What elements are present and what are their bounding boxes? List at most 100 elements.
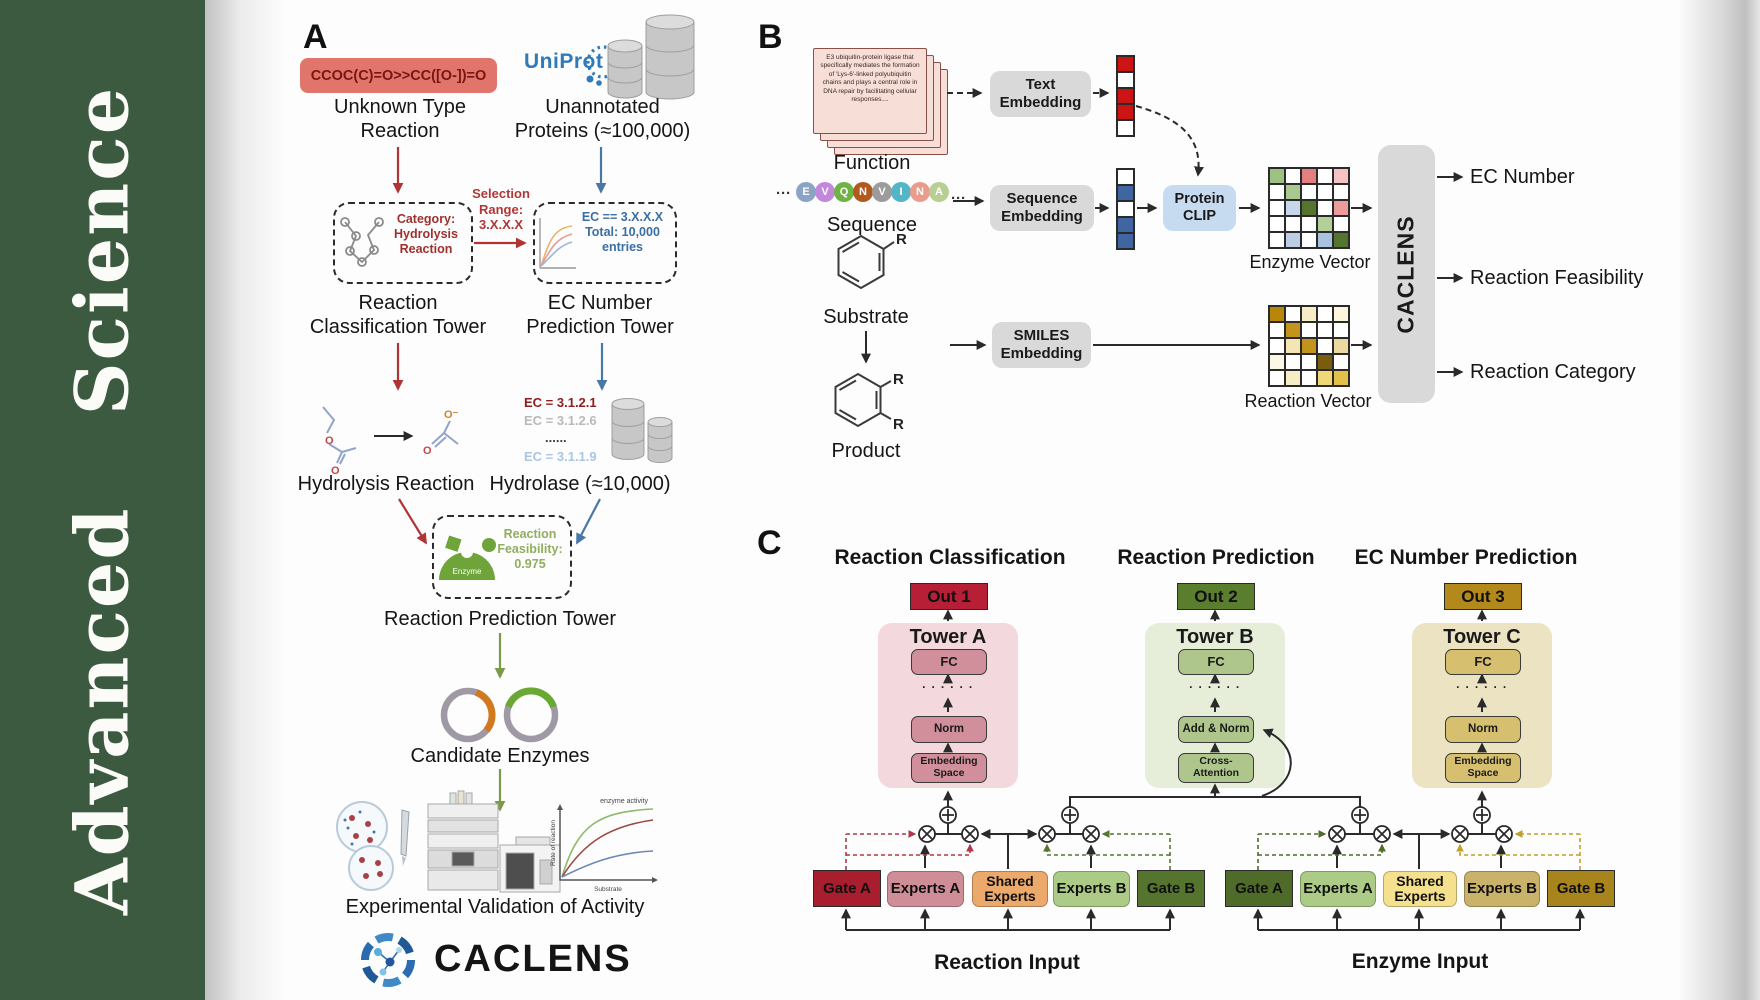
svg-text:O: O	[325, 435, 334, 447]
tower-b-cross-attention-box: Cross- Attention	[1178, 753, 1254, 783]
matrix-cell	[1285, 184, 1301, 200]
prediction-tower-caption: Reaction Prediction Tower	[384, 608, 616, 630]
matrix-cell	[1285, 200, 1301, 216]
svg-text:O: O	[423, 445, 432, 457]
matrix-cell	[1117, 185, 1134, 201]
matrix-cell	[1301, 306, 1317, 322]
enzyme-blob-icon: Enzyme	[439, 535, 496, 580]
multiply-node-icon	[918, 825, 936, 843]
reaction-vector-caption: Reaction Vector	[1244, 391, 1372, 411]
matrix-cell	[1269, 232, 1285, 248]
caclens-model-bar: CACLENS	[1378, 145, 1435, 403]
graph-xlabel: Substrate	[594, 886, 622, 893]
ec-list-item: EC = 3.1.2.1	[524, 395, 597, 410]
matrix-cell	[1301, 338, 1317, 354]
multiply-node-icon	[1451, 825, 1469, 843]
tower-b-add-norm-box: Add & Norm	[1178, 716, 1254, 743]
text-embedding-box: Text Embedding	[990, 71, 1091, 117]
matrix-cell	[1317, 216, 1333, 232]
matrix-cell	[1285, 232, 1301, 248]
matrix-cell	[1117, 88, 1134, 104]
enzyme-experts-a-box: Experts A	[1300, 871, 1376, 907]
page-right-shadow	[1678, 0, 1760, 1000]
multiply-node-icon	[961, 825, 979, 843]
tower-a-title: Tower A	[909, 626, 987, 648]
sum-nodes	[939, 806, 1491, 824]
matrix-cell	[1333, 322, 1349, 338]
enzyme-experts-b-box: Experts B	[1464, 871, 1540, 907]
header-ec-number-prediction: EC Number Prediction	[1354, 546, 1578, 569]
ec-list-item: ......	[545, 430, 567, 445]
matrix-cell	[1301, 232, 1317, 248]
database-icon-mid	[611, 398, 673, 463]
matrix-cell	[1333, 168, 1349, 184]
panel-a-arrows	[392, 147, 608, 812]
matrix-cell	[1301, 184, 1317, 200]
sequence-ellipsis-left: ···	[776, 185, 791, 202]
ec-list-item: EC = 3.1.2.6	[524, 413, 597, 428]
caclens-wordmark: CACLENS	[434, 938, 632, 980]
out-3-box: Out 3	[1444, 583, 1522, 610]
reaction-input-caption: Reaction Input	[934, 951, 1080, 974]
product-caption: Product	[831, 440, 901, 462]
smiles-embedding-box: SMILES Embedding	[992, 322, 1091, 368]
sequence-embedding-box: Sequence Embedding	[990, 185, 1094, 231]
ec-result-text: EC == 3.X.X.X Total: 10,000 entries	[581, 210, 664, 254]
residue-circle: A	[929, 182, 949, 202]
reaction-shared-experts-box: Shared Experts	[972, 871, 1048, 907]
matrix-cell	[1285, 306, 1301, 322]
selection-range-label: Selection Range: 3.X.X.X	[472, 186, 530, 233]
matrix-cell	[1301, 354, 1317, 370]
header-reaction-prediction: Reaction Prediction	[1117, 546, 1315, 569]
graph-curve-label: enzyme activity	[600, 798, 648, 805]
panel-b-arrows	[861, 88, 1464, 377]
svg-text:O⁻: O⁻	[444, 409, 459, 421]
sum-node-icon	[1061, 806, 1079, 824]
multiply-node-icon	[1495, 825, 1513, 843]
matrix-cell	[1117, 72, 1134, 88]
substrate-caption: Substrate	[823, 306, 909, 328]
matrix-cell	[1333, 184, 1349, 200]
enzyme-shared-experts-box: Shared Experts	[1383, 871, 1457, 907]
sequence-feature-vector	[1116, 168, 1135, 250]
benzene-structures	[834, 234, 895, 428]
ec-list-item: EC = 3.1.1.9	[524, 449, 597, 464]
enzyme-icon-label: Enzyme	[453, 567, 482, 576]
candidate-enzymes-caption: Candidate Enzymes	[410, 745, 590, 767]
enzyme-input-caption: Enzyme Input	[1351, 950, 1489, 973]
tower-c-embedding-box: Embedding Space	[1445, 753, 1521, 783]
reaction-classification-output-box	[333, 202, 473, 284]
reaction-vector-matrix	[1268, 305, 1350, 387]
svg-text:O: O	[331, 465, 340, 477]
multiply-node-icon	[1082, 825, 1100, 843]
protein-clip-box: Protein CLIP	[1163, 185, 1236, 231]
enzyme-gate-b-box: Gate B	[1547, 870, 1615, 907]
matrix-cell	[1285, 168, 1301, 184]
residue-circle: V	[815, 182, 835, 202]
matrix-cell	[1317, 370, 1333, 386]
matrix-cell	[1317, 232, 1333, 248]
matrix-cell	[1117, 217, 1134, 233]
residue-circle: E	[796, 182, 816, 202]
product-r-label-top: R	[893, 371, 904, 388]
tower-c-fc-box: FC	[1445, 649, 1521, 675]
sum-node-icon	[1473, 806, 1491, 824]
matrix-cell	[1285, 322, 1301, 338]
function-caption: Function	[833, 152, 911, 174]
residue-circle: N	[910, 182, 930, 202]
residue-circle: N	[853, 182, 873, 202]
matrix-cell	[1269, 338, 1285, 354]
substrate-r-label: R	[896, 231, 907, 248]
matrix-cell	[1285, 216, 1301, 232]
tower-b-fc-box: FC	[1178, 649, 1254, 675]
enzyme-vector-caption: Enzyme Vector	[1249, 252, 1371, 272]
residue-circle: I	[891, 182, 911, 202]
smiles-reaction-box: CCOC(C)=O>>CC([O-])=O	[300, 58, 497, 93]
matrix-cell	[1333, 354, 1349, 370]
tower-b-title: Tower B	[1176, 626, 1254, 648]
arrow-text-vector-to-clip	[1135, 105, 1204, 177]
matrix-cell	[1301, 370, 1317, 386]
matrix-cell	[1269, 354, 1285, 370]
plasmid-icons	[440, 687, 559, 743]
enzyme-gate-a-box: Gate A	[1225, 870, 1293, 907]
